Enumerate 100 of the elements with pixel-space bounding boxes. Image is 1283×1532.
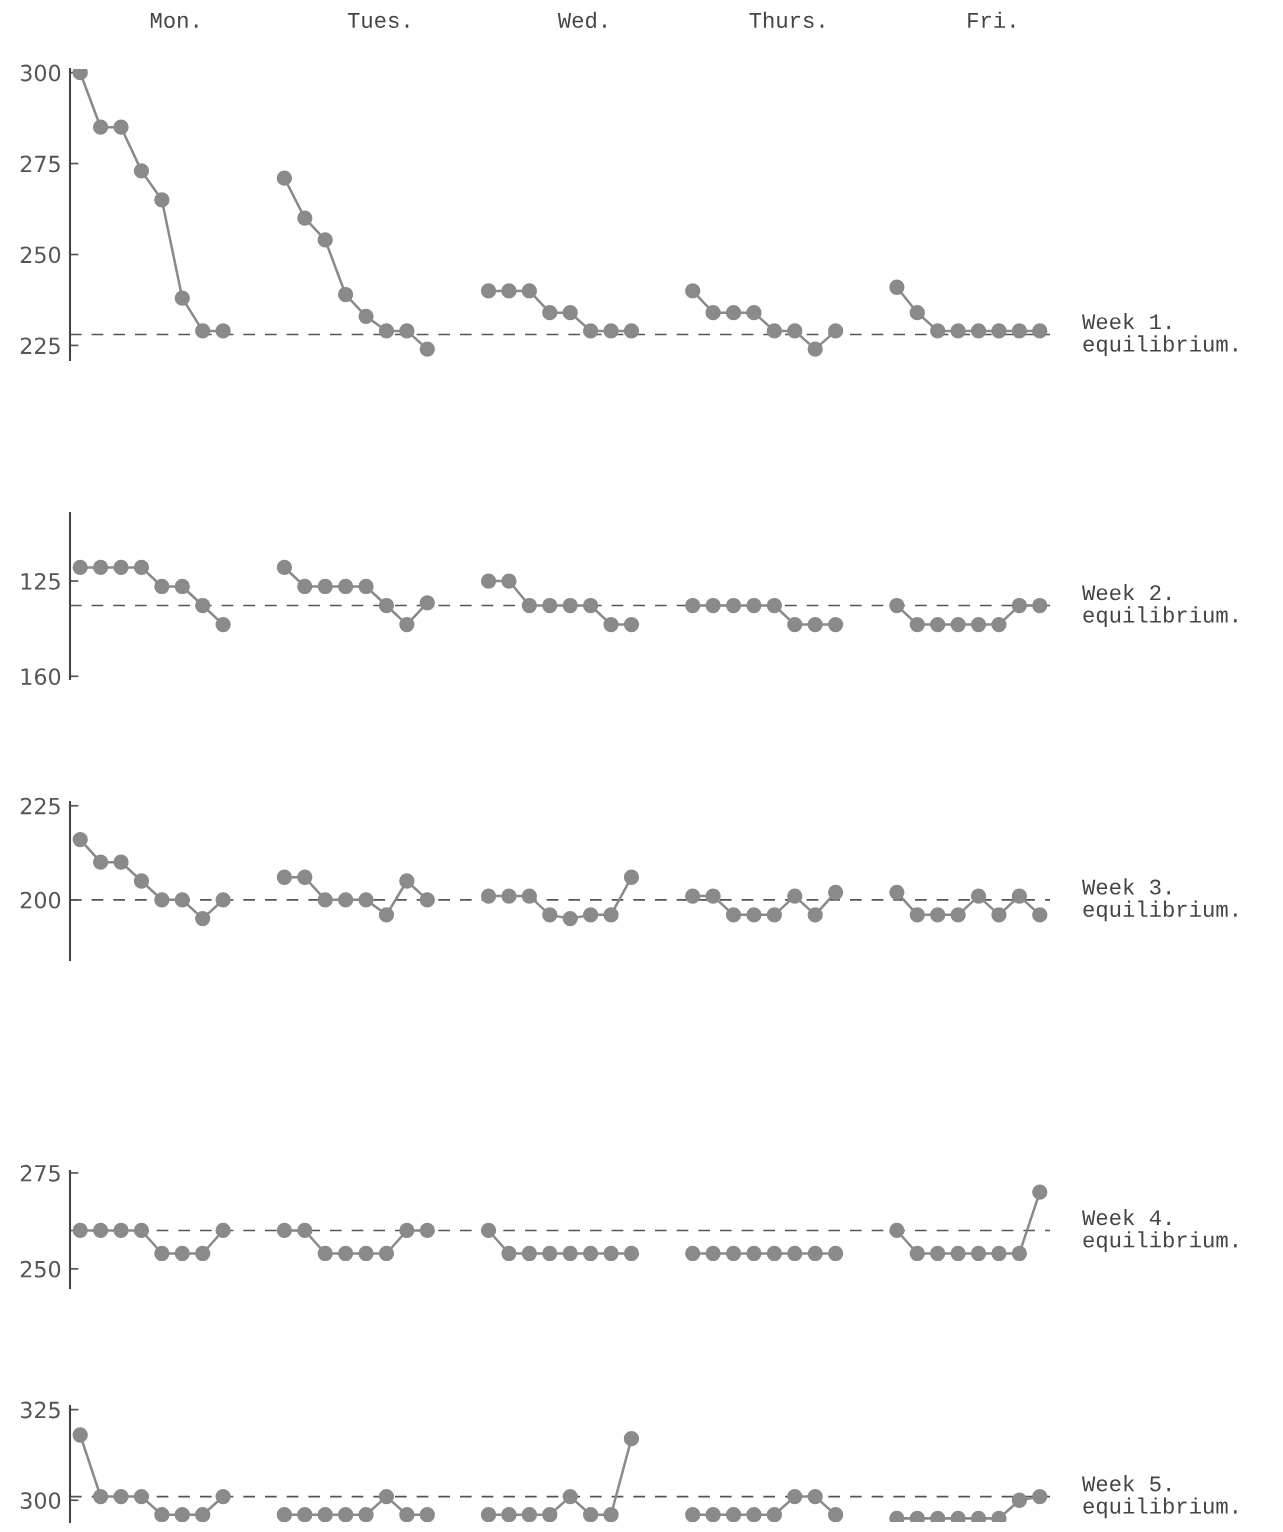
point: [725, 597, 742, 614]
point: [378, 1488, 395, 1505]
point: [215, 1488, 231, 1505]
point: [195, 910, 211, 927]
point: [685, 1507, 701, 1522]
y-tick-label: 125: [21, 572, 60, 590]
y-tick-label: 275: [20, 155, 60, 173]
point: [807, 907, 823, 923]
point: [521, 283, 538, 299]
point: [174, 1507, 190, 1522]
point: [685, 1245, 701, 1262]
ref-line-label: Week 1. equilibrium.: [1082, 313, 1237, 357]
point: [746, 305, 762, 321]
point: [582, 907, 599, 923]
point: [746, 1245, 762, 1262]
point: [480, 888, 497, 904]
text: Fri.: [968, 11, 1015, 28]
y-tick-label: 300: [20, 64, 61, 82]
point: [174, 1245, 190, 1262]
point: [72, 831, 88, 848]
ref-line-label: Week 5. equilibrium.: [1082, 1475, 1237, 1519]
point: [725, 907, 742, 923]
point: [685, 888, 701, 904]
point: [766, 323, 783, 339]
text: Thurs.: [749, 11, 824, 28]
point: [378, 1245, 395, 1262]
point: [378, 907, 395, 923]
point: [399, 323, 415, 339]
point: [358, 308, 374, 324]
point: [991, 907, 1007, 923]
point: [174, 290, 190, 306]
point: [827, 884, 844, 900]
point: [909, 616, 925, 633]
point: [317, 1507, 333, 1522]
point: [297, 1222, 313, 1239]
point: [950, 907, 966, 923]
y-tick-label: 160: [21, 668, 61, 686]
y-tick-label: 325: [20, 1401, 60, 1419]
point: [297, 578, 313, 595]
point: [1011, 888, 1028, 904]
point: [950, 323, 966, 339]
point: [889, 1222, 905, 1239]
point: [337, 286, 354, 303]
point: [930, 907, 946, 923]
point: [419, 341, 435, 357]
point: [92, 1222, 109, 1239]
point: [787, 888, 803, 904]
text: Wed.: [557, 11, 606, 29]
point: [807, 616, 823, 633]
point: [1011, 323, 1028, 339]
point: [746, 597, 762, 614]
point: [92, 119, 109, 135]
y-tick-label: 225: [20, 797, 60, 815]
point: [787, 1488, 803, 1505]
point: [766, 597, 783, 614]
ref-line-label: Week 2. equilibrium.: [1082, 584, 1237, 628]
point: [72, 1427, 88, 1443]
point: [195, 323, 211, 339]
point: [889, 884, 905, 900]
point: [133, 163, 150, 179]
point: [787, 1245, 803, 1262]
point: [930, 323, 946, 339]
point: [276, 869, 293, 885]
point: [92, 559, 109, 576]
point: [827, 1245, 844, 1262]
point: [337, 892, 354, 908]
point: [113, 1488, 129, 1505]
point: [950, 616, 966, 633]
point: [623, 1430, 640, 1447]
point: [909, 1245, 925, 1262]
point: [766, 1507, 783, 1522]
point: [766, 1245, 783, 1262]
point: [603, 1245, 619, 1262]
point: [889, 597, 905, 614]
point: [72, 559, 88, 576]
point: [623, 869, 640, 885]
point: [705, 1245, 721, 1262]
point: [705, 1507, 721, 1522]
point: [909, 907, 925, 923]
point: [542, 597, 558, 614]
point: [154, 1245, 170, 1262]
point: [215, 616, 231, 633]
point: [480, 573, 497, 589]
point: [419, 595, 435, 611]
point: [72, 1222, 88, 1239]
point: [1032, 597, 1048, 614]
point: [521, 1245, 538, 1262]
y-tick-label: 250: [20, 1260, 61, 1278]
point: [501, 283, 517, 299]
point: [542, 1245, 558, 1262]
point: [337, 1507, 354, 1522]
point: [1011, 597, 1028, 614]
point: [317, 578, 333, 595]
point: [725, 305, 742, 321]
y-tick-label: 300: [20, 1492, 61, 1510]
point: [603, 323, 619, 339]
point: [154, 892, 170, 908]
point: [603, 907, 619, 923]
point: [113, 119, 129, 135]
point: [501, 888, 517, 904]
